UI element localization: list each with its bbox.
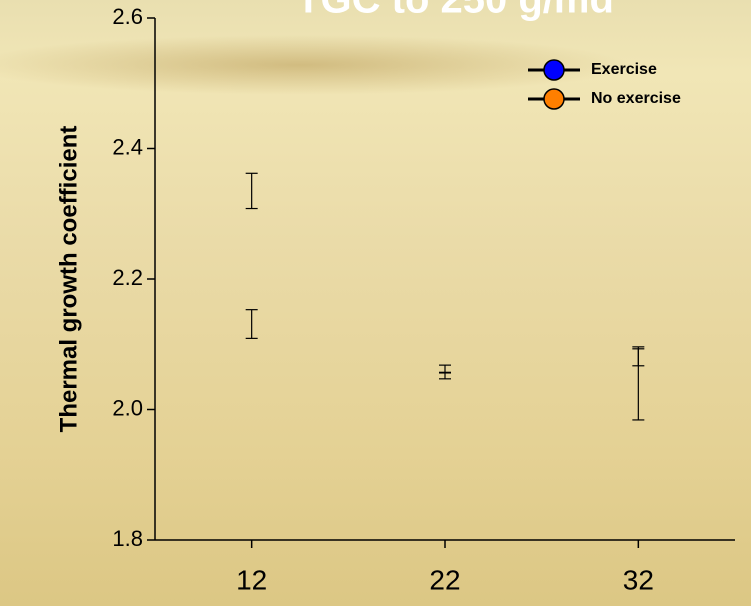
chart-title: TGC to 250 g/md: [296, 0, 614, 22]
y-tick-label: 2.0: [112, 395, 143, 420]
y-tick-label: 1.8: [112, 526, 143, 551]
y-axis-label: Thermal growth coefficient: [55, 126, 82, 433]
legend-marker: [543, 88, 565, 110]
error-bar: [632, 348, 645, 367]
y-tick-label: 2.2: [112, 265, 143, 290]
legend-label: No exercise: [591, 90, 681, 107]
legend-label: Exercise: [591, 61, 657, 78]
legend-marker: [543, 59, 565, 81]
y-tick-label: 2.4: [112, 134, 143, 159]
x-tick-label: 12: [236, 564, 267, 595]
x-tick-label: 22: [429, 564, 460, 595]
error-bar: [245, 309, 258, 339]
y-tick-label: 2.6: [112, 4, 143, 29]
error-bar: [439, 371, 451, 380]
background-shade: [0, 35, 630, 95]
error-bar: [245, 172, 258, 210]
x-tick-label: 32: [623, 564, 654, 595]
